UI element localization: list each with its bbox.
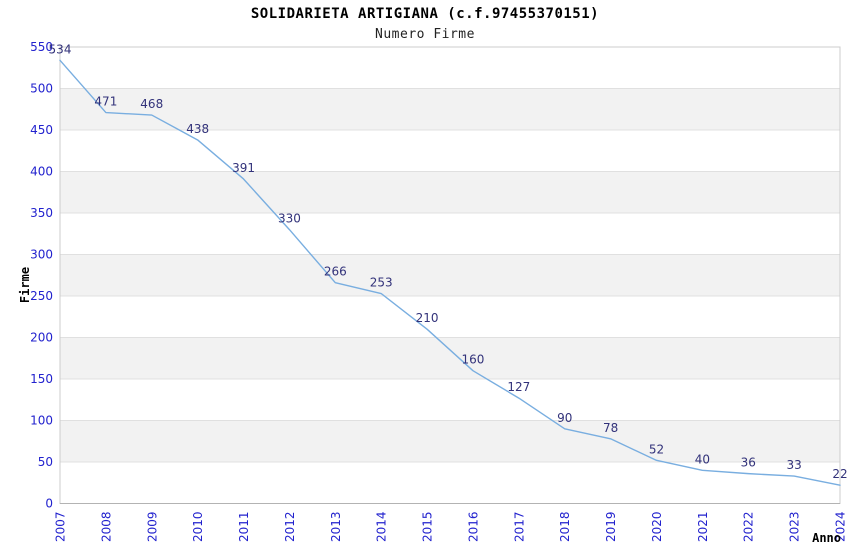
- y-tick-label: 400: [30, 165, 53, 179]
- y-tick-label: 50: [38, 455, 53, 469]
- data-label: 210: [416, 311, 439, 325]
- data-label: 438: [186, 122, 209, 136]
- data-label: 22: [832, 467, 847, 481]
- x-tick-label: 2014: [375, 512, 389, 543]
- data-label: 36: [741, 456, 756, 470]
- x-tick-label: 2021: [696, 512, 710, 543]
- x-tick-label: 2016: [466, 512, 480, 543]
- y-tick-label: 350: [30, 206, 53, 220]
- data-label: 78: [603, 421, 618, 435]
- data-label: 471: [94, 95, 117, 109]
- x-tick-label: 2023: [788, 512, 802, 543]
- x-tick-label: 2007: [54, 512, 68, 543]
- data-label: 127: [507, 380, 530, 394]
- x-tick-label: 2010: [191, 512, 205, 543]
- x-tick-label: 2018: [558, 512, 572, 543]
- x-tick-label: 2008: [99, 512, 113, 543]
- x-tick-label: 2009: [145, 512, 159, 543]
- x-tick-label: 2022: [742, 512, 756, 543]
- y-tick-label: 550: [30, 40, 53, 54]
- x-tick-label: 2012: [283, 512, 297, 543]
- grid-band: [60, 171, 840, 213]
- series-line: [59, 59, 841, 486]
- x-tick-label: 2019: [604, 512, 618, 543]
- y-tick-label: 450: [30, 123, 53, 137]
- data-label: 90: [557, 411, 572, 425]
- y-tick-label: 150: [30, 372, 53, 386]
- chart-title: SOLIDARIETA ARTIGIANA (c.f.97455370151): [250, 6, 600, 22]
- x-tick-label: 2011: [237, 512, 251, 543]
- data-label: 253: [370, 276, 393, 290]
- y-tick-label: 500: [30, 82, 53, 96]
- y-tick-label: 300: [30, 248, 53, 262]
- y-tick-label: 0: [45, 497, 53, 511]
- data-label: 534: [49, 42, 72, 56]
- data-label: 33: [786, 458, 801, 472]
- data-label: 52: [649, 442, 664, 456]
- x-tick-label: 2013: [329, 512, 343, 543]
- y-tick-label: 200: [30, 331, 53, 345]
- data-label: 468: [140, 97, 163, 111]
- y-tick-label: 250: [30, 289, 53, 303]
- data-label: 160: [461, 353, 484, 367]
- grid-band: [60, 254, 840, 296]
- y-axis-title: Firme: [18, 266, 32, 304]
- x-tick-label: 2024: [834, 512, 848, 543]
- data-label: 266: [324, 265, 347, 279]
- x-axis-title: Anno: [812, 531, 841, 545]
- data-label: 391: [232, 161, 255, 175]
- data-label: 330: [278, 212, 301, 226]
- data-label: 40: [695, 452, 710, 466]
- x-tick-label: 2017: [512, 512, 526, 543]
- x-tick-label: 2015: [421, 512, 435, 543]
- grid-band: [60, 88, 840, 130]
- x-tick-label: 2020: [650, 512, 664, 543]
- grid-band: [60, 337, 840, 379]
- grid-band: [60, 420, 840, 462]
- chart-subtitle: Numero Firme: [375, 27, 475, 42]
- y-tick-label: 100: [30, 414, 53, 428]
